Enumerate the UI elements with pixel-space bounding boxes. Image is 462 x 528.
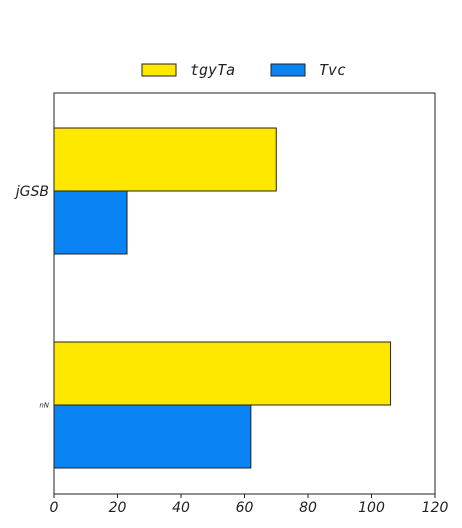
plot-frame bbox=[53, 92, 436, 495]
y-tick-label-jGSB: jGSB bbox=[14, 184, 49, 200]
bar-Tvc-jGSB bbox=[53, 190, 128, 255]
legend-swatch-Tvc bbox=[270, 63, 306, 77]
bar-Tvc-nN bbox=[53, 404, 252, 469]
legend: tgyTa Tvc bbox=[141, 61, 346, 79]
bars-group bbox=[53, 127, 392, 469]
legend-swatch-tgyTa bbox=[141, 63, 177, 77]
legend-label-tgyTa: tgyTa bbox=[190, 61, 235, 79]
x-tick-label-60: 60 bbox=[236, 500, 254, 516]
bar-tgyTa-jGSB bbox=[53, 127, 277, 192]
x-tick-label-0: 0 bbox=[50, 500, 59, 516]
x-tick-label-80: 80 bbox=[299, 500, 317, 516]
x-axis: 0 20 40 60 80 100 120 bbox=[50, 494, 449, 516]
x-tick-label-100: 100 bbox=[358, 500, 385, 516]
x-tick-label-20: 20 bbox=[109, 500, 127, 516]
x-tick-label-40: 40 bbox=[172, 500, 190, 516]
legend-label-Tvc: Tvc bbox=[319, 61, 346, 79]
bar-tgyTa-nN bbox=[53, 341, 392, 406]
x-tick-label-120: 120 bbox=[422, 500, 449, 516]
y-tick-label-nN: nN bbox=[39, 401, 49, 409]
y-tick-labels: jGSB nN bbox=[14, 184, 50, 410]
